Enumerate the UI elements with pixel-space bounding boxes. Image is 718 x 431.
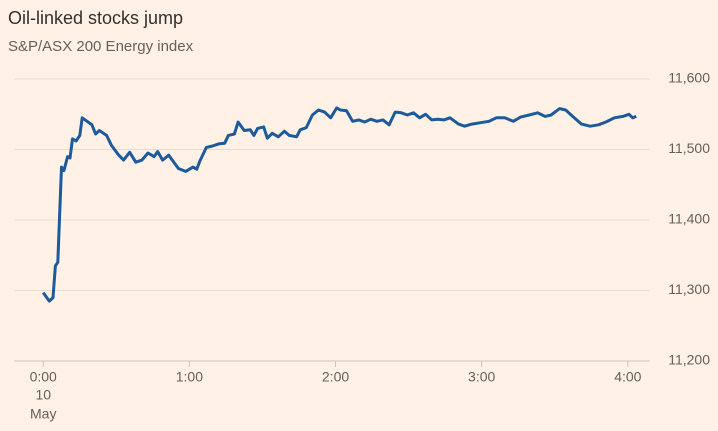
y-tick-label: 11,400 <box>668 211 710 227</box>
x-tick-label: 3:00 <box>468 369 495 385</box>
x-date-label: May <box>30 406 56 422</box>
chart-subtitle: S&P/ASX 200 Energy index <box>8 38 194 55</box>
x-tick-label: 4:00 <box>614 369 641 385</box>
x-tick-label: 1:00 <box>176 369 203 385</box>
x-tick-label: 0:00 <box>30 369 57 385</box>
x-date-label: 10 <box>35 387 51 403</box>
y-tick-label: 11,600 <box>668 70 710 86</box>
line <box>41 106 637 303</box>
x-tick-label: 2:00 <box>322 369 349 385</box>
y-tick-label: 11,500 <box>668 140 710 156</box>
y-tick-label: 11,300 <box>668 281 710 297</box>
chart-title: Oil-linked stocks jump <box>8 8 183 28</box>
y-tick-label: 11,200 <box>668 352 710 368</box>
